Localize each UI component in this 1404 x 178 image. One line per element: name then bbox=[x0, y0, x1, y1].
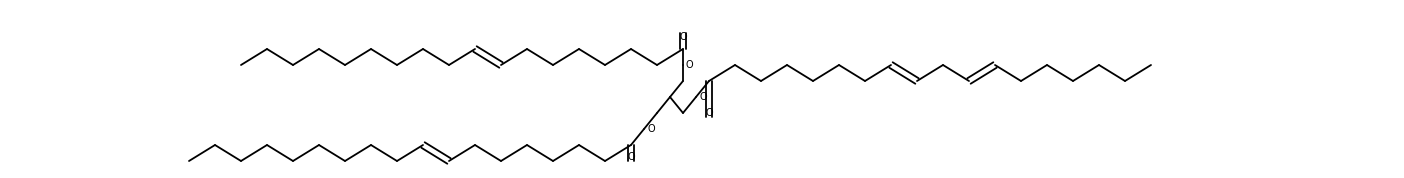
Text: O: O bbox=[687, 60, 694, 70]
Text: O: O bbox=[680, 32, 687, 42]
Text: O: O bbox=[628, 152, 635, 162]
Text: O: O bbox=[705, 108, 713, 118]
Text: O: O bbox=[647, 124, 654, 134]
Text: O: O bbox=[699, 92, 706, 102]
